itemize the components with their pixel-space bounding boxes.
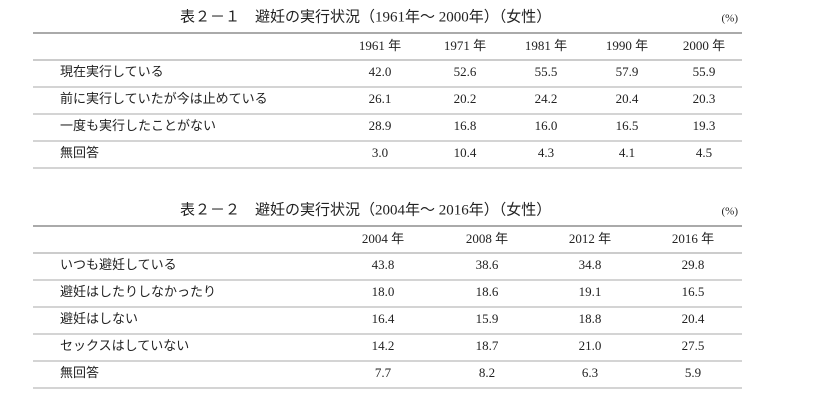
row-label: いつも避妊している xyxy=(60,257,177,272)
row-label: 無回答 xyxy=(60,145,99,160)
cell-value: 19.3 xyxy=(693,118,716,133)
cell-value: 16.4 xyxy=(372,311,395,326)
cell-value: 55.5 xyxy=(535,64,558,79)
cell-value: 16.5 xyxy=(616,118,639,133)
table-unit: (%) xyxy=(722,206,739,218)
cell-value: 6.3 xyxy=(582,365,598,380)
row-label: 現在実行している xyxy=(60,64,164,79)
cell-value: 18.8 xyxy=(579,311,602,326)
cell-value: 52.6 xyxy=(454,64,477,79)
cell-value: 4.3 xyxy=(538,145,554,160)
cell-value: 7.7 xyxy=(375,365,392,380)
cell-value: 4.1 xyxy=(619,145,635,160)
row-label: セックスはしていない xyxy=(60,338,189,353)
cell-value: 20.4 xyxy=(682,311,705,326)
cell-value: 18.7 xyxy=(476,338,499,353)
cell-value: 18.0 xyxy=(372,284,395,299)
cell-value: 14.2 xyxy=(372,338,395,353)
cell-value: 57.9 xyxy=(616,64,639,79)
cell-value: 16.5 xyxy=(682,284,705,299)
table-unit: (%) xyxy=(722,13,739,25)
cell-value: 24.2 xyxy=(535,91,558,106)
cell-value: 16.8 xyxy=(454,118,477,133)
cell-value: 15.9 xyxy=(476,311,499,326)
cell-value: 43.8 xyxy=(372,257,395,272)
cell-value: 10.4 xyxy=(454,145,477,160)
column-header: 2000 年 xyxy=(683,38,725,53)
cell-value: 5.9 xyxy=(685,365,701,380)
cell-value: 21.0 xyxy=(579,338,602,353)
column-header: 1981 年 xyxy=(525,38,567,53)
column-header: 1961 年 xyxy=(359,38,401,53)
cell-value: 18.6 xyxy=(476,284,499,299)
cell-value: 20.3 xyxy=(693,91,716,106)
cell-value: 28.9 xyxy=(369,118,392,133)
row-label: 無回答 xyxy=(60,365,99,380)
cell-value: 20.4 xyxy=(616,91,639,106)
cell-value: 16.0 xyxy=(535,118,558,133)
row-label: 前に実行していたが今は止めている xyxy=(60,91,268,106)
cell-value: 55.9 xyxy=(693,64,716,79)
column-header: 1990 年 xyxy=(606,38,648,53)
cell-value: 4.5 xyxy=(696,145,712,160)
row-label: 避妊はしたりしなかったり xyxy=(60,284,216,299)
table-title: 表２－２ 避妊の実行状況（2004年～ 2016年）（女性） xyxy=(180,200,551,218)
column-header: 2008 年 xyxy=(466,231,508,246)
table-title: 表２－１ 避妊の実行状況（1961年～ 2000年）（女性） xyxy=(180,7,551,25)
column-header: 1971 年 xyxy=(444,38,486,53)
cell-value: 26.1 xyxy=(369,91,392,106)
row-label: 一度も実行したことがない xyxy=(60,118,216,133)
column-header: 2012 年 xyxy=(569,231,611,246)
cell-value: 38.6 xyxy=(476,257,499,272)
cell-value: 34.8 xyxy=(579,257,602,272)
cell-value: 19.1 xyxy=(579,284,602,299)
cell-value: 42.0 xyxy=(369,64,392,79)
cell-value: 8.2 xyxy=(479,365,495,380)
column-header: 2004 年 xyxy=(362,231,404,246)
row-label: 避妊はしない xyxy=(60,311,138,326)
cell-value: 29.8 xyxy=(682,257,705,272)
cell-value: 27.5 xyxy=(682,338,705,353)
cell-value: 20.2 xyxy=(454,91,477,106)
column-header: 2016 年 xyxy=(672,231,714,246)
cell-value: 3.0 xyxy=(372,145,388,160)
